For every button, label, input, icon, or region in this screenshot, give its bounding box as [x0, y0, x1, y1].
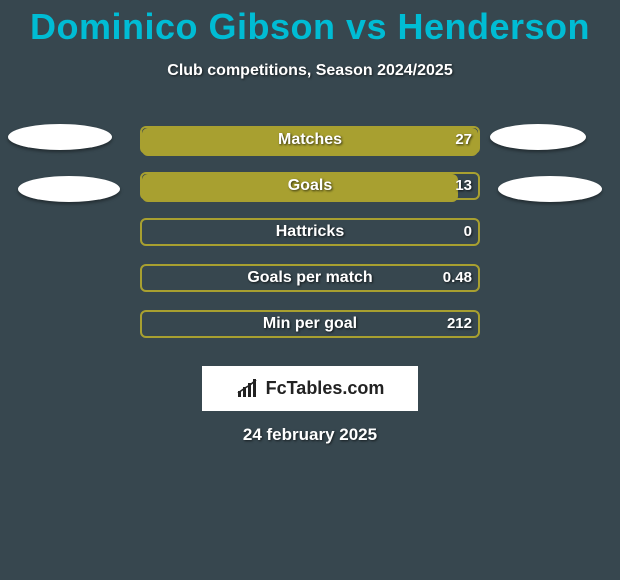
decorative-oval: [8, 124, 112, 150]
stat-row: Hattricks0: [0, 208, 620, 254]
bar-track: [140, 264, 480, 292]
bar-track: [140, 126, 480, 154]
bar-fill: [142, 174, 458, 202]
decorative-oval: [490, 124, 586, 150]
bar-value: 0.48: [443, 264, 472, 292]
bar-track: [140, 172, 480, 200]
stat-row: Goals per match0.48: [0, 254, 620, 300]
page-subtitle: Club competitions, Season 2024/2025: [0, 62, 620, 80]
bar-value: 27: [455, 126, 472, 154]
brand-box[interactable]: FcTables.com: [202, 366, 418, 411]
bar-value: 212: [447, 310, 472, 338]
stat-row: Min per goal212: [0, 300, 620, 346]
stats-card: Dominico Gibson vs Henderson Club compet…: [0, 0, 620, 580]
date-stamp: 24 february 2025: [0, 425, 620, 445]
brand-label: FcTables.com: [266, 378, 385, 399]
page-title: Dominico Gibson vs Henderson: [0, 0, 620, 48]
bar-track: [140, 218, 480, 246]
decorative-oval: [498, 176, 602, 202]
decorative-oval: [18, 176, 120, 202]
bar-track: [140, 310, 480, 338]
brand-chart-icon: [236, 379, 262, 399]
bar-value: 0: [464, 218, 472, 246]
bar-fill: [142, 128, 478, 156]
stat-rows: Matches27Goals13Hattricks0Goals per matc…: [0, 116, 620, 346]
bar-value: 13: [455, 172, 472, 200]
